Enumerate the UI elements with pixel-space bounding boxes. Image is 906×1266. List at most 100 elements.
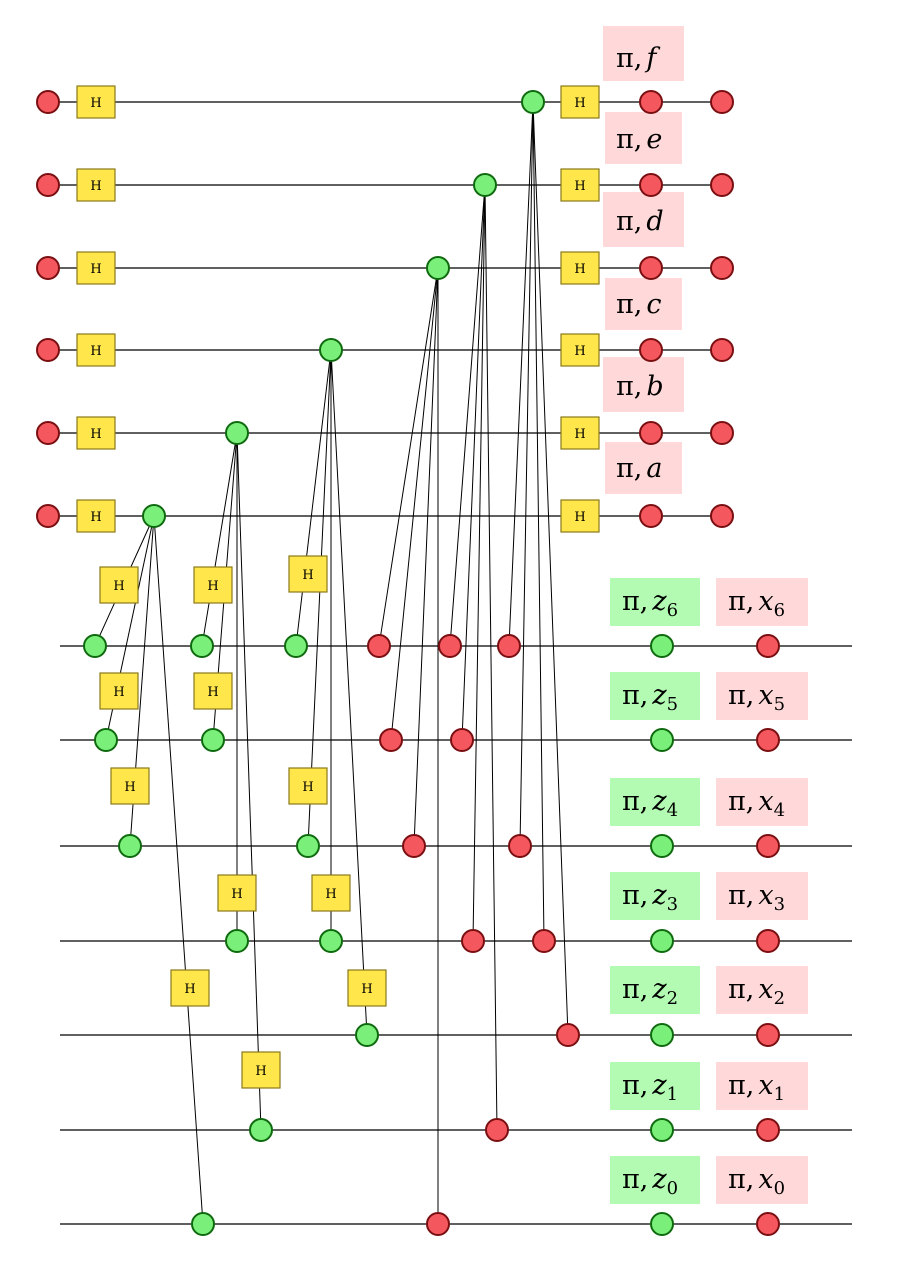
hadamard-gate: H bbox=[76, 251, 116, 285]
hadamard-gate: H bbox=[288, 767, 328, 805]
red-spider bbox=[438, 634, 462, 658]
hadamard-gate: H bbox=[76, 416, 116, 450]
red-spider bbox=[36, 338, 60, 362]
red-spider bbox=[756, 728, 780, 752]
label-z6: π, z6 bbox=[622, 586, 678, 621]
label-z1: π, z1 bbox=[622, 1070, 678, 1105]
hadamard-gate: H bbox=[99, 566, 139, 604]
hadamard-gate: H bbox=[560, 251, 600, 285]
edge bbox=[390, 267, 439, 741]
hadamard-gate: H bbox=[193, 672, 233, 710]
green-spider bbox=[201, 728, 225, 752]
red-spider bbox=[461, 929, 485, 953]
edge bbox=[153, 515, 204, 1225]
red-spider bbox=[639, 338, 663, 362]
label-bg bbox=[603, 192, 684, 247]
label-bg bbox=[716, 966, 808, 1014]
red-spider bbox=[756, 929, 780, 953]
red-spider bbox=[497, 634, 521, 658]
green-spider bbox=[191, 1212, 215, 1236]
label-bg bbox=[610, 1062, 700, 1110]
label-bg bbox=[610, 672, 700, 720]
svg-text:H: H bbox=[574, 262, 585, 277]
green-spider bbox=[650, 929, 674, 953]
green-spider bbox=[319, 929, 343, 953]
red-spider bbox=[485, 1118, 509, 1142]
label-bg bbox=[716, 1062, 808, 1110]
hadamard-gates: H H H H H H H H H H H H H H H H H H H H … bbox=[76, 85, 600, 1089]
edge bbox=[413, 267, 439, 847]
svg-text:H: H bbox=[574, 344, 585, 359]
svg-text:H: H bbox=[574, 96, 585, 111]
green-spider bbox=[650, 634, 674, 658]
green-spider bbox=[296, 834, 320, 858]
red-spider bbox=[402, 834, 426, 858]
svg-text:H: H bbox=[90, 427, 101, 442]
green-spider bbox=[650, 1023, 674, 1047]
red-spider bbox=[532, 929, 556, 953]
red-spider bbox=[756, 1023, 780, 1047]
green-spider bbox=[319, 338, 343, 362]
label-z2: π, z2 bbox=[622, 974, 678, 1009]
green-spider bbox=[94, 728, 118, 752]
red-spider bbox=[36, 421, 60, 445]
red-spider bbox=[639, 421, 663, 445]
label-x5: π, x5 bbox=[728, 680, 785, 715]
green-spider bbox=[650, 1212, 674, 1236]
label-x3: π, x3 bbox=[728, 880, 785, 915]
svg-text:H: H bbox=[90, 179, 101, 194]
red-spider bbox=[756, 1212, 780, 1236]
label-qubit-b: π, b bbox=[616, 371, 664, 402]
label-z0: π, z0 bbox=[622, 1164, 678, 1199]
hadamard-gate: H bbox=[347, 969, 387, 1007]
hadamard-gate: H bbox=[241, 1051, 281, 1089]
label-bg bbox=[610, 872, 700, 920]
label-x4: π, x4 bbox=[728, 786, 785, 821]
label-bg bbox=[603, 26, 684, 81]
label-bg bbox=[716, 872, 808, 920]
svg-text:H: H bbox=[124, 780, 135, 795]
red-spider bbox=[756, 834, 780, 858]
red-spider bbox=[710, 338, 734, 362]
red-spider bbox=[426, 1212, 450, 1236]
svg-text:H: H bbox=[325, 887, 336, 902]
red-spider bbox=[36, 256, 60, 280]
red-spider bbox=[450, 728, 474, 752]
label-qubit-e: π, e bbox=[616, 124, 662, 155]
svg-text:H: H bbox=[574, 510, 585, 525]
green-spider bbox=[249, 1118, 273, 1142]
label-bg bbox=[603, 357, 684, 412]
label-z5: π, z5 bbox=[622, 680, 678, 715]
label-qubit-d: π, d bbox=[616, 206, 664, 237]
label-bg bbox=[610, 1156, 700, 1204]
phase-labels: π, f π, e π, d π, c π, b π, a π, z6 π, x6 π, z5 π… bbox=[603, 26, 808, 1204]
green-spider bbox=[142, 504, 166, 528]
red-spider bbox=[639, 90, 663, 114]
red-spider bbox=[508, 834, 532, 858]
label-bg bbox=[716, 672, 808, 720]
green-spider bbox=[190, 634, 214, 658]
svg-text:H: H bbox=[113, 685, 124, 700]
red-spider bbox=[556, 1023, 580, 1047]
svg-text:H: H bbox=[574, 427, 585, 442]
red-spider bbox=[710, 90, 734, 114]
green-spider bbox=[225, 421, 249, 445]
svg-text:H: H bbox=[90, 510, 101, 525]
red-spider bbox=[36, 173, 60, 197]
label-qubit-f: π, f bbox=[616, 43, 660, 74]
green-spider bbox=[473, 173, 497, 197]
hadamard-gate: H bbox=[288, 555, 328, 593]
label-bg bbox=[716, 1156, 808, 1204]
svg-text:H: H bbox=[90, 96, 101, 111]
hadamard-gate: H bbox=[170, 969, 210, 1007]
red-spider bbox=[367, 634, 391, 658]
red-spider bbox=[710, 173, 734, 197]
red-spider bbox=[710, 256, 734, 280]
hadamard-gate: H bbox=[110, 767, 150, 805]
edges bbox=[94, 101, 569, 1225]
label-bg bbox=[610, 966, 700, 1014]
svg-text:H: H bbox=[302, 780, 313, 795]
hadamard-gate: H bbox=[217, 874, 257, 912]
hadamard-gate: H bbox=[76, 85, 116, 119]
green-spider bbox=[355, 1023, 379, 1047]
